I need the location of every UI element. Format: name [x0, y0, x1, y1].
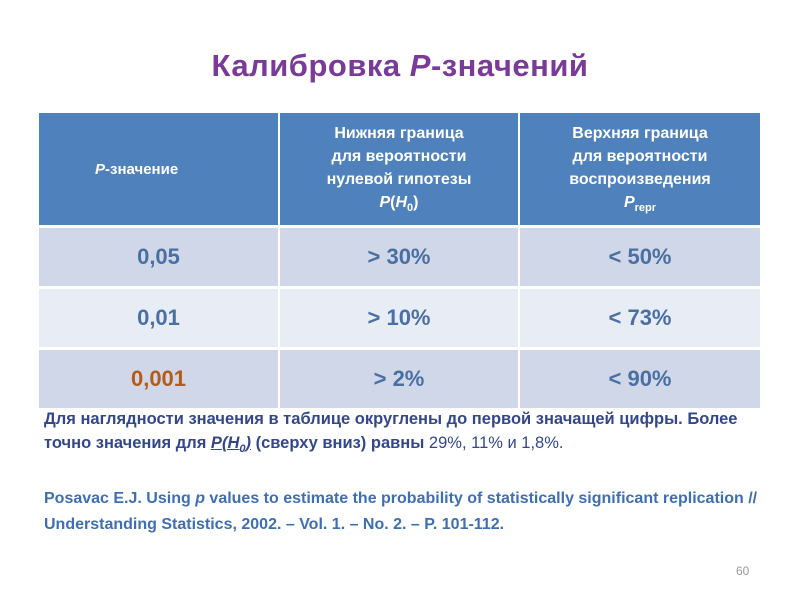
note-formula-h: H	[227, 434, 240, 452]
title-prefix: Калибровка	[211, 48, 410, 83]
cell-p-value: 0,05	[39, 225, 279, 288]
formula-p: P	[379, 194, 391, 211]
header-upper-bound: Верхняя граница для вероятности воспроиз…	[518, 113, 760, 227]
header-lower-line1: Нижняя граница	[334, 125, 464, 142]
note-formula-sub: 0	[239, 443, 246, 455]
cell-lower-bound: > 30%	[278, 225, 519, 288]
page-number: 60	[736, 564, 750, 578]
table-row: 0,001 > 2% < 90%	[39, 347, 760, 408]
rounding-note: Для наглядности значения в таблице округ…	[44, 407, 764, 457]
header-upper-line3: воспроизведения	[569, 171, 711, 188]
title-rest: -значений	[430, 48, 589, 83]
cell-upper-bound: < 73%	[518, 286, 760, 349]
cell-p-value: 0,01	[39, 286, 279, 349]
note-part1: Для наглядности значения в таблице округ…	[44, 410, 738, 452]
cell-upper-bound: < 90%	[518, 347, 760, 408]
header-lower-line2: для вероятности	[331, 148, 467, 165]
calibration-table: P-значение Нижняя граница для вероятност…	[39, 113, 760, 408]
table-row: 0,01 > 10% < 73%	[39, 286, 760, 349]
header-upper-line2: для вероятности	[572, 148, 708, 165]
header-lower-formula: P(H0)	[379, 194, 419, 214]
header-p-rest: -значение	[105, 160, 179, 178]
header-lower-bound: Нижняя граница для вероятности нулевой г…	[278, 113, 519, 227]
header-upper-line1: Верхняя граница	[572, 125, 708, 142]
cell-lower-bound: > 2%	[278, 347, 519, 408]
cell-upper-bound: < 50%	[518, 225, 760, 288]
formula-sub: 0	[407, 202, 414, 214]
title-italic: P	[409, 48, 431, 83]
cell-lower-bound: > 10%	[278, 286, 519, 349]
note-values: 29%, 11% и 1,8%.	[428, 434, 564, 452]
ref-italic: p	[195, 490, 205, 507]
ref-pre: Posavac E.J. Using	[44, 490, 196, 507]
formula-p-repr: P	[623, 194, 635, 211]
header-p-italic: P	[95, 160, 106, 178]
note-formula: P(H0)	[210, 434, 251, 455]
header-p-value: P-значение	[39, 113, 279, 227]
formula-h: H	[395, 194, 408, 211]
ref-post: values to estimate the probability of st…	[44, 490, 758, 533]
reference-citation: Posavac E.J. Using p values to estimate …	[44, 486, 764, 538]
header-lower-line3: нулевой гипотезы	[326, 171, 472, 188]
note-part2: (сверху вниз) равны	[250, 434, 429, 452]
table-header-row: P-значение Нижняя граница для вероятност…	[39, 113, 760, 227]
table-row: 0,05 > 30% < 50%	[39, 225, 760, 288]
note-formula-p: P	[210, 434, 222, 452]
formula-sub-repr: repr	[634, 202, 657, 214]
header-upper-formula: Prepr	[623, 194, 657, 214]
slide-title: Калибровка P-значений	[0, 48, 800, 84]
cell-p-value: 0,001	[39, 347, 279, 408]
